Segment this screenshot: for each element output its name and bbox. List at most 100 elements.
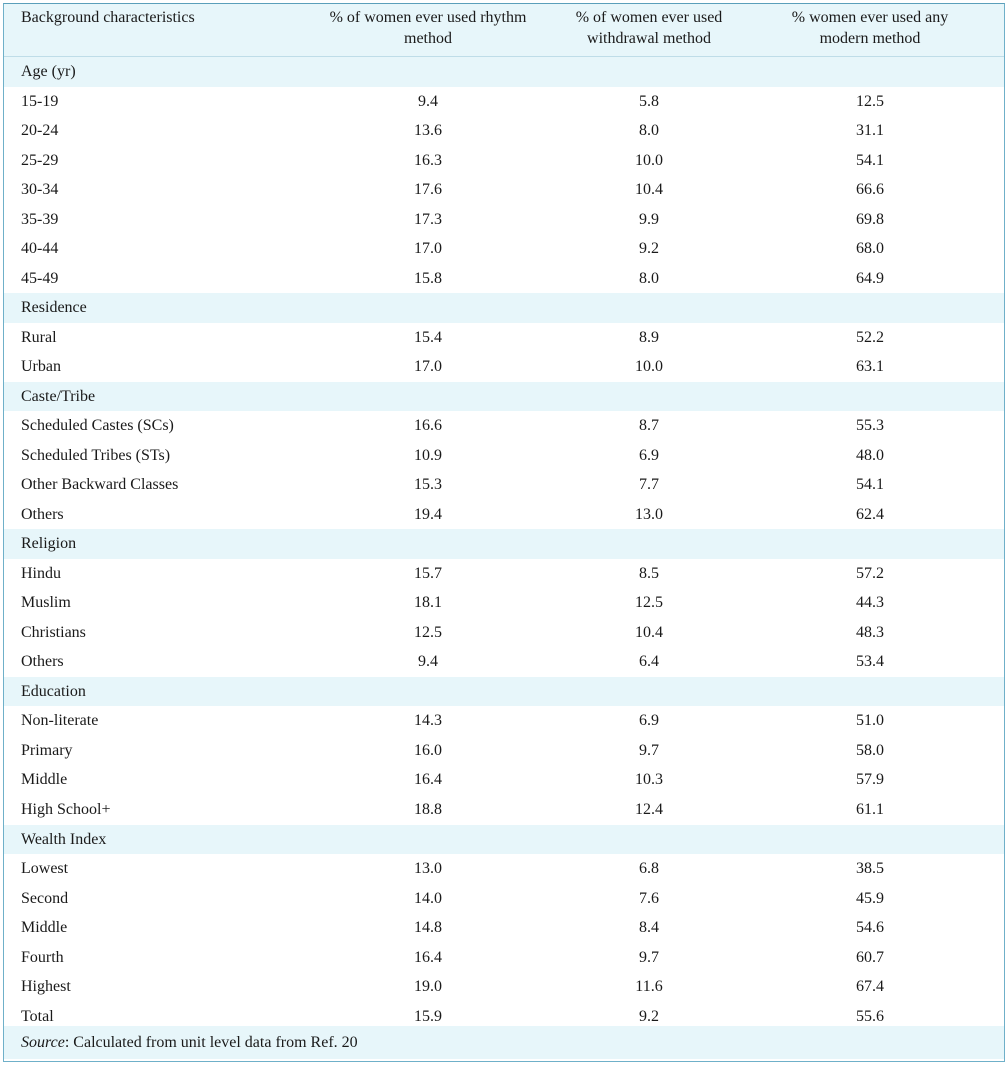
- withdrawal-value: [549, 57, 749, 87]
- table-row: Others 9.4 6.4 53.4: [4, 647, 1004, 677]
- row-label: Middle: [21, 771, 68, 789]
- modern-value: 62.4: [856, 505, 884, 523]
- row-label: Fourth: [21, 948, 64, 966]
- row-label: 30-34: [21, 181, 59, 199]
- table-row: Primary 16.0 9.7 58.0: [4, 736, 1004, 766]
- row-label: Others: [21, 505, 64, 523]
- table-row: Others 19.4 13.0 62.4: [4, 500, 1004, 530]
- rhythm-value: [328, 677, 528, 707]
- header-withdrawal-method: % of women ever used withdrawal method: [575, 9, 723, 47]
- rhythm-value: 18.8: [414, 801, 442, 818]
- withdrawal-value: 8.0: [639, 122, 659, 140]
- modern-value: 68.0: [856, 240, 884, 258]
- withdrawal-value: 6.8: [639, 860, 659, 878]
- table-row: Rural 15.4 8.9 52.2: [4, 323, 1004, 353]
- modern-value: [770, 677, 970, 707]
- rhythm-value: 18.1: [414, 594, 442, 612]
- rhythm-value: 14.3: [414, 712, 442, 730]
- rhythm-value: 16.6: [414, 417, 442, 435]
- rhythm-value: 17.3: [414, 210, 442, 228]
- row-label: Muslim: [21, 594, 71, 612]
- row-label: Middle: [21, 919, 68, 937]
- rhythm-value: 17.6: [414, 181, 442, 199]
- modern-value: 55.3: [856, 417, 884, 435]
- row-label: Hindu: [21, 564, 61, 582]
- row-label: Rural: [21, 328, 57, 346]
- modern-value: 61.1: [856, 801, 884, 818]
- source-footnote: Source: Calculated from unit level data …: [4, 1026, 1004, 1059]
- withdrawal-value: 9.7: [639, 948, 659, 966]
- section-row: Age (yr): [4, 57, 1004, 87]
- withdrawal-value: 10.0: [635, 151, 663, 169]
- rhythm-value: 14.8: [414, 919, 442, 937]
- table-row: 30-34 17.6 10.4 66.6: [4, 175, 1004, 205]
- modern-value: 48.3: [856, 623, 884, 641]
- modern-value: 38.5: [856, 860, 884, 878]
- rhythm-value: 15.9: [414, 1007, 442, 1025]
- section-label: Caste/Tribe: [21, 387, 96, 405]
- modern-value: 57.9: [856, 771, 884, 789]
- withdrawal-value: 6.9: [639, 712, 659, 730]
- row-label: Highest: [21, 978, 71, 996]
- table-row: Hindu 15.7 8.5 57.2: [4, 559, 1004, 589]
- table-row: 40-44 17.0 9.2 68.0: [4, 234, 1004, 264]
- rhythm-value: [328, 825, 528, 855]
- modern-value: 52.2: [856, 328, 884, 346]
- table-row: Middle 14.8 8.4 54.6: [4, 913, 1004, 943]
- withdrawal-value: 13.0: [635, 505, 663, 523]
- withdrawal-value: 6.4: [639, 653, 659, 671]
- row-label: Second: [21, 889, 69, 907]
- rhythm-value: 15.8: [414, 269, 442, 287]
- section-row: Education: [4, 676, 1004, 707]
- withdrawal-value: 10.4: [635, 623, 663, 641]
- rhythm-value: 16.0: [414, 741, 442, 759]
- table-row: High School+ 18.8 12.4 61.1: [4, 795, 1004, 825]
- withdrawal-value: 10.0: [635, 358, 663, 376]
- modern-value: 69.8: [856, 210, 884, 228]
- row-label: 25-29: [21, 151, 59, 169]
- modern-value: [770, 382, 970, 412]
- withdrawal-value: 12.5: [635, 594, 663, 612]
- header-background-characteristics: Background characteristics: [21, 9, 195, 26]
- header-rhythm-method: % of women ever used rhythm method: [329, 9, 527, 47]
- table-row: Other Backward Classes 15.3 7.7 54.1: [4, 470, 1004, 500]
- withdrawal-value: [549, 382, 749, 412]
- withdrawal-value: 9.2: [639, 240, 659, 258]
- modern-value: 51.0: [856, 712, 884, 730]
- row-label: Lowest: [21, 860, 69, 878]
- rhythm-value: 10.9: [414, 446, 442, 464]
- modern-value: 12.5: [856, 92, 884, 110]
- rhythm-value: [328, 382, 528, 412]
- withdrawal-value: 6.9: [639, 446, 659, 464]
- rhythm-value: 15.4: [414, 328, 442, 346]
- section-label: Education: [21, 682, 86, 700]
- modern-value: [770, 529, 970, 559]
- row-label: 20-24: [21, 122, 59, 140]
- modern-value: 53.4: [856, 653, 884, 671]
- modern-value: [770, 57, 970, 87]
- row-label: Primary: [21, 741, 73, 759]
- withdrawal-value: [549, 677, 749, 707]
- rhythm-value: 9.4: [418, 653, 438, 671]
- rhythm-value: 13.6: [414, 122, 442, 140]
- rhythm-value: 15.3: [414, 476, 442, 494]
- withdrawal-value: 5.8: [639, 92, 659, 110]
- rhythm-value: 15.7: [414, 564, 442, 582]
- withdrawal-value: 10.3: [635, 771, 663, 789]
- rhythm-value: 14.0: [414, 889, 442, 907]
- rhythm-value: 17.0: [414, 358, 442, 376]
- withdrawal-value: [549, 825, 749, 855]
- withdrawal-value: 8.0: [639, 269, 659, 287]
- table-row: Non-literate 14.3 6.9 51.0: [4, 706, 1004, 736]
- row-label: Others: [21, 653, 64, 671]
- withdrawal-value: 9.7: [639, 741, 659, 759]
- table-row: Urban 17.0 10.0 63.1: [4, 352, 1004, 382]
- data-table: Background characteristics % of women ev…: [3, 3, 1005, 1062]
- section-row: Religion: [4, 529, 1004, 559]
- withdrawal-value: [549, 529, 749, 559]
- modern-value: 64.9: [856, 269, 884, 287]
- withdrawal-value: 10.4: [635, 181, 663, 199]
- row-label: Christians: [21, 623, 86, 641]
- table-row: Scheduled Castes (SCs) 16.6 8.7 55.3: [4, 411, 1004, 441]
- rhythm-value: [328, 529, 528, 559]
